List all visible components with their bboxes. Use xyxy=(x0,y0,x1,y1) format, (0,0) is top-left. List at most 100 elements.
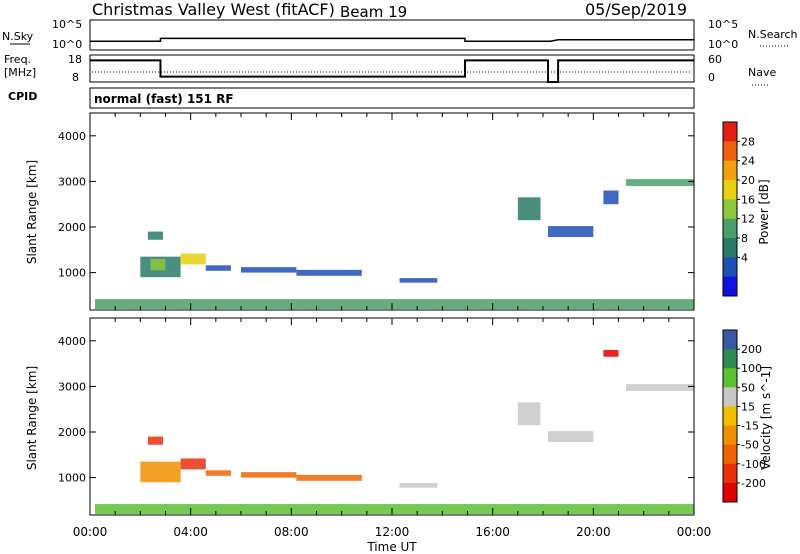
nsky-line-0 xyxy=(90,37,694,42)
velocity-cbar-tick-label: -50 xyxy=(741,439,759,452)
power-ylabel: Slant Range [km] xyxy=(25,160,39,264)
power-cbar-tick-label: 20 xyxy=(741,174,755,187)
velocity-cbar-tick-label: -200 xyxy=(741,477,766,490)
velocity-ylabel: Slant Range [km] xyxy=(25,366,39,470)
nsky-panel-frame xyxy=(89,19,695,51)
power-cell xyxy=(180,253,206,265)
freq-ytick-bottom: 8 xyxy=(72,71,79,84)
power-axes: 1000 2000 3000 4000 xyxy=(58,113,695,310)
time-tick-label: 16:00 xyxy=(475,525,510,539)
velocity-cell xyxy=(296,474,362,481)
nsearch-label: N.Search xyxy=(748,28,798,41)
cpid-mode-label: normal (fast) 151 RF xyxy=(94,92,234,106)
velocity-cbar-swatch xyxy=(723,330,737,350)
power-cbar-swatch xyxy=(723,122,737,142)
power-ytick-label: 2000 xyxy=(58,221,86,234)
time-tick-label: 12:00 xyxy=(375,525,410,539)
velocity-cbar-swatch xyxy=(723,406,737,427)
time-axis-label: Time UT xyxy=(366,540,417,554)
power-cbar-swatch xyxy=(723,257,737,278)
power-ytick-label: 1000 xyxy=(58,267,86,280)
velocity-cell xyxy=(140,461,181,483)
power-cell xyxy=(150,258,166,271)
velocity-cbar-frame xyxy=(722,329,738,503)
velocity-ytick-label: 3000 xyxy=(58,380,86,393)
velocity-cbar-tick-label: 100 xyxy=(741,362,762,375)
nsearch-ytick-bottom: 10^0 xyxy=(708,38,738,51)
velocity-ytick-label: 1000 xyxy=(58,472,86,485)
power-cbar-tick-label: 28 xyxy=(741,135,755,148)
time-tick-label: 04:00 xyxy=(173,525,208,539)
power-cell xyxy=(399,278,438,283)
time-axis: 00:00 04:00 08:00 12:00 16:00 20:00 00:00 xyxy=(73,525,712,539)
power-cbar-label: Power [dB] xyxy=(757,179,771,244)
power-cbar-swatch xyxy=(723,199,737,220)
power-cell xyxy=(548,226,594,238)
freq-label-line1: Freq. xyxy=(4,53,31,66)
freq-panel-frame xyxy=(89,54,695,83)
power-cbar-swatch xyxy=(723,160,737,181)
velocity-cell xyxy=(241,472,297,478)
nsky-ytick-top: 10^5 xyxy=(52,18,82,31)
time-tick-label: 00:00 xyxy=(677,525,712,539)
power-cbar-swatch xyxy=(723,218,737,239)
velocity-cbar-swatch xyxy=(723,425,737,446)
velocity-cbar-tick-label: -100 xyxy=(741,458,766,471)
velocity-axes: 1000 2000 3000 4000 xyxy=(58,318,695,515)
power-panel-frame xyxy=(89,112,695,311)
power-cbar-swatch xyxy=(723,180,737,200)
velocity-ytick-label: 2000 xyxy=(58,426,86,439)
time-tick-label: 20:00 xyxy=(576,525,611,539)
beam-label: Beam 19 xyxy=(340,3,407,21)
time-tick-label: 08:00 xyxy=(274,525,309,539)
station-title: Christmas Valley West (fitACF) xyxy=(92,0,335,19)
velocity-colorbar: 200 100 50 15 -15 -50 -100 -200 xyxy=(722,329,766,503)
cpid-panel-frame xyxy=(89,87,695,109)
velocity-cbar-tick-label: 15 xyxy=(741,400,755,413)
power-cbar-swatch xyxy=(723,238,737,258)
velocity-cell xyxy=(95,504,695,515)
velocity-cell xyxy=(180,458,206,470)
freq-ytick-top: 18 xyxy=(68,53,82,66)
velocity-ytick-label: 4000 xyxy=(58,335,86,348)
cpid-label: CPID xyxy=(8,90,37,103)
power-cbar-frame xyxy=(722,121,738,297)
velocity-cell xyxy=(548,431,594,443)
nsky-label: N.Sky xyxy=(2,30,34,43)
power-cell xyxy=(517,197,541,221)
velocity-cbar-tick-label: -15 xyxy=(741,420,759,433)
power-cbar-swatch xyxy=(723,276,737,297)
power-cell xyxy=(626,179,694,186)
velocity-cbar-swatch xyxy=(723,482,737,503)
nave-label: Nave xyxy=(748,66,776,79)
velocity-cbar-tick-label: 50 xyxy=(741,381,755,394)
freq-line-0 xyxy=(90,59,694,83)
power-ytick-label: 3000 xyxy=(58,175,86,188)
freq-series xyxy=(90,59,694,83)
power-cbar-tick-label: 12 xyxy=(741,213,755,226)
power-cell xyxy=(95,299,695,310)
velocity-cell xyxy=(603,349,619,357)
power-ytick-label: 4000 xyxy=(58,130,86,143)
velocity-cbar-tick-label: 200 xyxy=(741,343,762,356)
power-cell xyxy=(205,265,231,271)
velocity-cell xyxy=(626,384,694,391)
velocity-cell xyxy=(399,483,438,488)
velocity-cbar-swatch xyxy=(723,463,737,484)
freq-label-line2: [MHz] xyxy=(4,66,36,79)
power-data-layer xyxy=(95,179,695,310)
nsky-ytick-bottom: 10^0 xyxy=(52,38,82,51)
velocity-cbar-label: Velocity [m s^-1] xyxy=(759,366,773,470)
nsky-series xyxy=(90,37,694,42)
velocity-panel-frame xyxy=(89,317,695,516)
power-cbar-tick-label: 4 xyxy=(741,251,748,264)
power-cbar-tick-label: 16 xyxy=(741,193,755,206)
power-cbar-tick-label: 24 xyxy=(741,155,755,168)
power-cell xyxy=(241,267,297,273)
power-cell xyxy=(603,190,619,205)
power-cell xyxy=(296,269,362,276)
velocity-cell xyxy=(517,402,541,426)
nave-ytick-top: 60 xyxy=(708,53,722,66)
velocity-cell xyxy=(205,470,231,476)
